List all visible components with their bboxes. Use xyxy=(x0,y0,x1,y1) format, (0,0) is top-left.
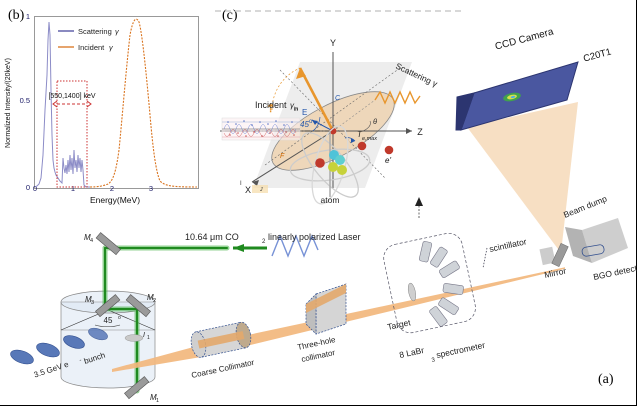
svg-text:BGO detector: BGO detector xyxy=(592,261,637,282)
svg-text:Mirror: Mirror xyxy=(543,266,567,280)
svg-text:Beam dump: Beam dump xyxy=(562,193,608,220)
